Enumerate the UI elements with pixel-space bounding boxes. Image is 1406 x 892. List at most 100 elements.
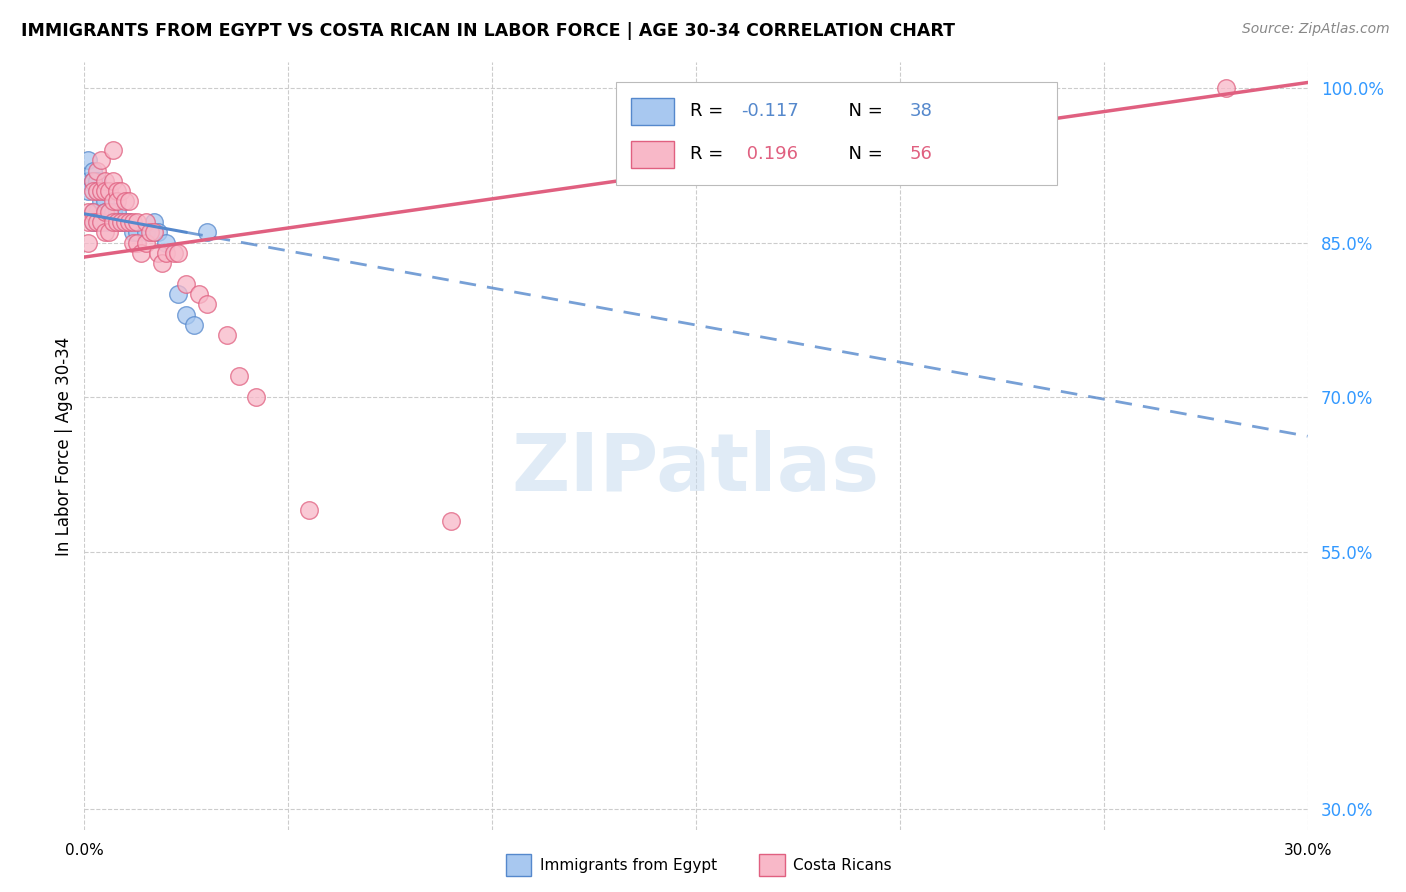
Point bbox=[174, 308, 197, 322]
FancyBboxPatch shape bbox=[631, 142, 673, 169]
Point bbox=[77, 184, 100, 198]
Point bbox=[298, 503, 321, 517]
Text: 38: 38 bbox=[910, 102, 934, 120]
Point bbox=[93, 215, 115, 229]
Point bbox=[77, 235, 100, 250]
Point bbox=[86, 215, 108, 229]
Point bbox=[93, 204, 115, 219]
Point bbox=[90, 184, 112, 198]
Point bbox=[93, 204, 115, 219]
Point bbox=[110, 184, 132, 198]
Point bbox=[105, 215, 128, 229]
Text: IMMIGRANTS FROM EGYPT VS COSTA RICAN IN LABOR FORCE | AGE 30-34 CORRELATION CHAR: IMMIGRANTS FROM EGYPT VS COSTA RICAN IN … bbox=[21, 22, 955, 40]
Point bbox=[122, 225, 145, 239]
Text: -0.117: -0.117 bbox=[741, 102, 799, 120]
Point bbox=[114, 215, 136, 229]
Point bbox=[110, 215, 132, 229]
Point bbox=[114, 194, 136, 209]
Point bbox=[105, 204, 128, 219]
Point bbox=[82, 215, 104, 229]
Point bbox=[101, 204, 124, 219]
Point bbox=[167, 246, 190, 260]
Point bbox=[142, 225, 165, 239]
Text: R =: R = bbox=[690, 102, 728, 120]
Text: N =: N = bbox=[837, 145, 889, 163]
Point bbox=[77, 215, 100, 229]
Point bbox=[90, 194, 112, 209]
Point bbox=[82, 204, 104, 219]
Text: Source: ZipAtlas.com: Source: ZipAtlas.com bbox=[1241, 22, 1389, 37]
Point bbox=[118, 194, 141, 209]
Point bbox=[174, 277, 197, 291]
Point bbox=[101, 174, 124, 188]
Point bbox=[86, 204, 108, 219]
Point bbox=[217, 328, 239, 343]
Point bbox=[101, 194, 124, 209]
Point bbox=[135, 225, 157, 239]
FancyBboxPatch shape bbox=[631, 98, 673, 125]
Point bbox=[142, 215, 165, 229]
Point bbox=[93, 174, 115, 188]
Point bbox=[135, 235, 157, 250]
Point bbox=[146, 246, 169, 260]
Point bbox=[118, 215, 141, 229]
Point bbox=[90, 153, 112, 168]
Point bbox=[114, 215, 136, 229]
Text: 0.196: 0.196 bbox=[741, 145, 799, 163]
Point bbox=[101, 215, 124, 229]
Point bbox=[105, 184, 128, 198]
Point bbox=[245, 390, 267, 404]
Point bbox=[97, 204, 120, 219]
Point bbox=[150, 256, 173, 270]
Point bbox=[82, 184, 104, 198]
Point bbox=[146, 225, 169, 239]
Point bbox=[127, 215, 149, 229]
Point bbox=[101, 215, 124, 229]
Point bbox=[131, 246, 153, 260]
Point bbox=[97, 215, 120, 229]
Point bbox=[187, 287, 209, 301]
Point bbox=[93, 225, 115, 239]
Point bbox=[155, 246, 177, 260]
Point bbox=[127, 235, 149, 250]
Point bbox=[86, 184, 108, 198]
Point bbox=[105, 194, 128, 209]
Point bbox=[82, 163, 104, 178]
FancyBboxPatch shape bbox=[616, 81, 1057, 186]
Point bbox=[195, 297, 218, 311]
Point bbox=[93, 184, 115, 198]
Text: Costa Ricans: Costa Ricans bbox=[793, 858, 891, 872]
Point bbox=[155, 235, 177, 250]
Point bbox=[163, 246, 186, 260]
Point bbox=[77, 174, 100, 188]
Point bbox=[82, 215, 104, 229]
Point bbox=[82, 204, 104, 219]
Point bbox=[93, 184, 115, 198]
Point bbox=[122, 215, 145, 229]
Point bbox=[97, 225, 120, 239]
Point bbox=[86, 163, 108, 178]
Text: ZIPatlas: ZIPatlas bbox=[512, 430, 880, 508]
Text: Immigrants from Egypt: Immigrants from Egypt bbox=[540, 858, 717, 872]
Point bbox=[86, 215, 108, 229]
Point bbox=[118, 215, 141, 229]
Point bbox=[86, 184, 108, 198]
Point bbox=[127, 225, 149, 239]
Point bbox=[138, 225, 160, 239]
Point bbox=[101, 143, 124, 157]
Text: 56: 56 bbox=[910, 145, 934, 163]
Point bbox=[105, 215, 128, 229]
Point bbox=[97, 184, 120, 198]
Point bbox=[93, 194, 115, 209]
Point bbox=[82, 174, 104, 188]
Point bbox=[1215, 81, 1237, 95]
Point bbox=[90, 184, 112, 198]
Point bbox=[97, 204, 120, 219]
Point bbox=[97, 204, 120, 219]
Point bbox=[195, 225, 218, 239]
Point bbox=[122, 235, 145, 250]
Point bbox=[183, 318, 205, 332]
Point bbox=[135, 215, 157, 229]
Point bbox=[90, 215, 112, 229]
Text: R =: R = bbox=[690, 145, 728, 163]
